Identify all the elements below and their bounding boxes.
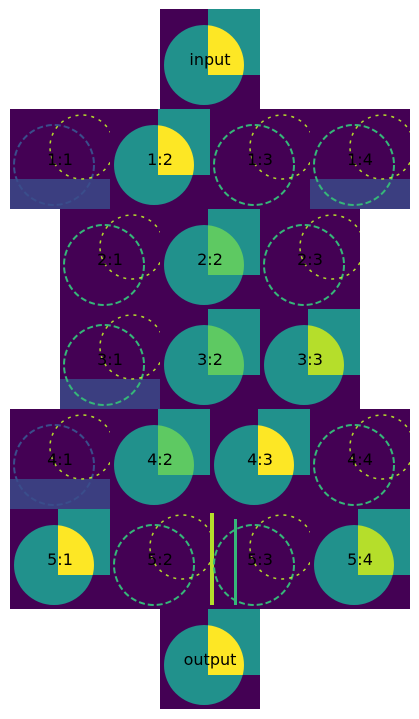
- feature-map: [210, 409, 310, 509]
- edge-line: [234, 519, 237, 605]
- feature-tile: 1:2: [110, 109, 210, 209]
- overlap-edge: [149, 514, 210, 580]
- overlap-region: [208, 25, 244, 75]
- feature-tile: 4:3: [210, 409, 310, 509]
- feature-tile: 1:1: [10, 109, 110, 209]
- overlap-edge: [249, 114, 310, 180]
- overlap-edge: [299, 214, 360, 280]
- feature-tile: 4:4: [310, 409, 410, 509]
- tile-background: [210, 109, 310, 209]
- overlap-edge: [349, 414, 410, 480]
- overlap-region: [158, 425, 194, 475]
- feature-map: [60, 309, 160, 409]
- circle-edge: [213, 524, 295, 606]
- feature-map: [10, 109, 110, 209]
- feature-map: [160, 309, 260, 409]
- feature-tile: 1:3: [210, 109, 310, 209]
- feature-map: [310, 409, 410, 509]
- overlap-region: [358, 525, 394, 575]
- feature-tile: 3:3: [260, 309, 360, 409]
- overlap-edge: [99, 314, 160, 380]
- feature-map: [110, 409, 210, 509]
- circle-edge: [113, 524, 195, 606]
- overlap-region: [208, 325, 244, 375]
- overlap-region: [308, 325, 344, 375]
- feature-tile: 1:4: [310, 109, 410, 209]
- feature-map: [310, 109, 410, 209]
- circle-edge: [313, 424, 395, 506]
- overlap-region: [58, 525, 94, 575]
- tile-background: [210, 509, 310, 609]
- circle-edge: [63, 224, 145, 306]
- feature-tile: 2:2: [160, 209, 260, 309]
- feature-tile: 3:2: [160, 309, 260, 409]
- tile-background: [310, 409, 410, 509]
- circle-edge: [213, 124, 295, 206]
- feature-tile: 5:4: [310, 509, 410, 609]
- circle-edge: [13, 124, 95, 206]
- feature-map: [10, 509, 110, 609]
- overlap-edge: [249, 514, 310, 580]
- overlap-edge: [49, 414, 110, 480]
- overlap-edge: [49, 114, 110, 180]
- feature-tile: output: [160, 609, 260, 709]
- edge-line: [210, 513, 214, 605]
- feature-tile: 2:1: [60, 209, 160, 309]
- feature-tile: 5:1: [10, 509, 110, 609]
- tile-background: [260, 209, 360, 309]
- overlap-edge: [99, 214, 160, 280]
- feature-tile: 5:3: [210, 509, 310, 609]
- feature-map: [110, 509, 210, 609]
- circle-edge: [263, 224, 345, 306]
- feature-map: [160, 9, 260, 109]
- feature-map: [210, 109, 310, 209]
- circle-edge: [13, 424, 95, 506]
- feature-map: [210, 509, 310, 609]
- overlap-region: [208, 225, 244, 275]
- feature-tile: 2:3: [260, 209, 360, 309]
- feature-map: [260, 209, 360, 309]
- feature-map: [60, 209, 160, 309]
- feature-map: [260, 309, 360, 409]
- feature-tile: 4:2: [110, 409, 210, 509]
- feature-map: [110, 109, 210, 209]
- overlap-region: [208, 625, 244, 675]
- feature-map: [310, 509, 410, 609]
- tile-background: [60, 209, 160, 309]
- feature-map: [160, 209, 260, 309]
- feature-tile: 3:1: [60, 309, 160, 409]
- feature-tile: 5:2: [110, 509, 210, 609]
- circle-edge: [63, 324, 145, 406]
- circle-edge: [313, 124, 395, 206]
- feature-tile: 4:1: [10, 409, 110, 509]
- overlap-edge: [349, 114, 410, 180]
- tile-background: [110, 509, 210, 609]
- feature-map: [10, 409, 110, 509]
- overlap-region: [158, 125, 194, 175]
- feature-tile: input: [160, 9, 260, 109]
- overlap-region: [258, 425, 294, 475]
- feature-map: [160, 609, 260, 709]
